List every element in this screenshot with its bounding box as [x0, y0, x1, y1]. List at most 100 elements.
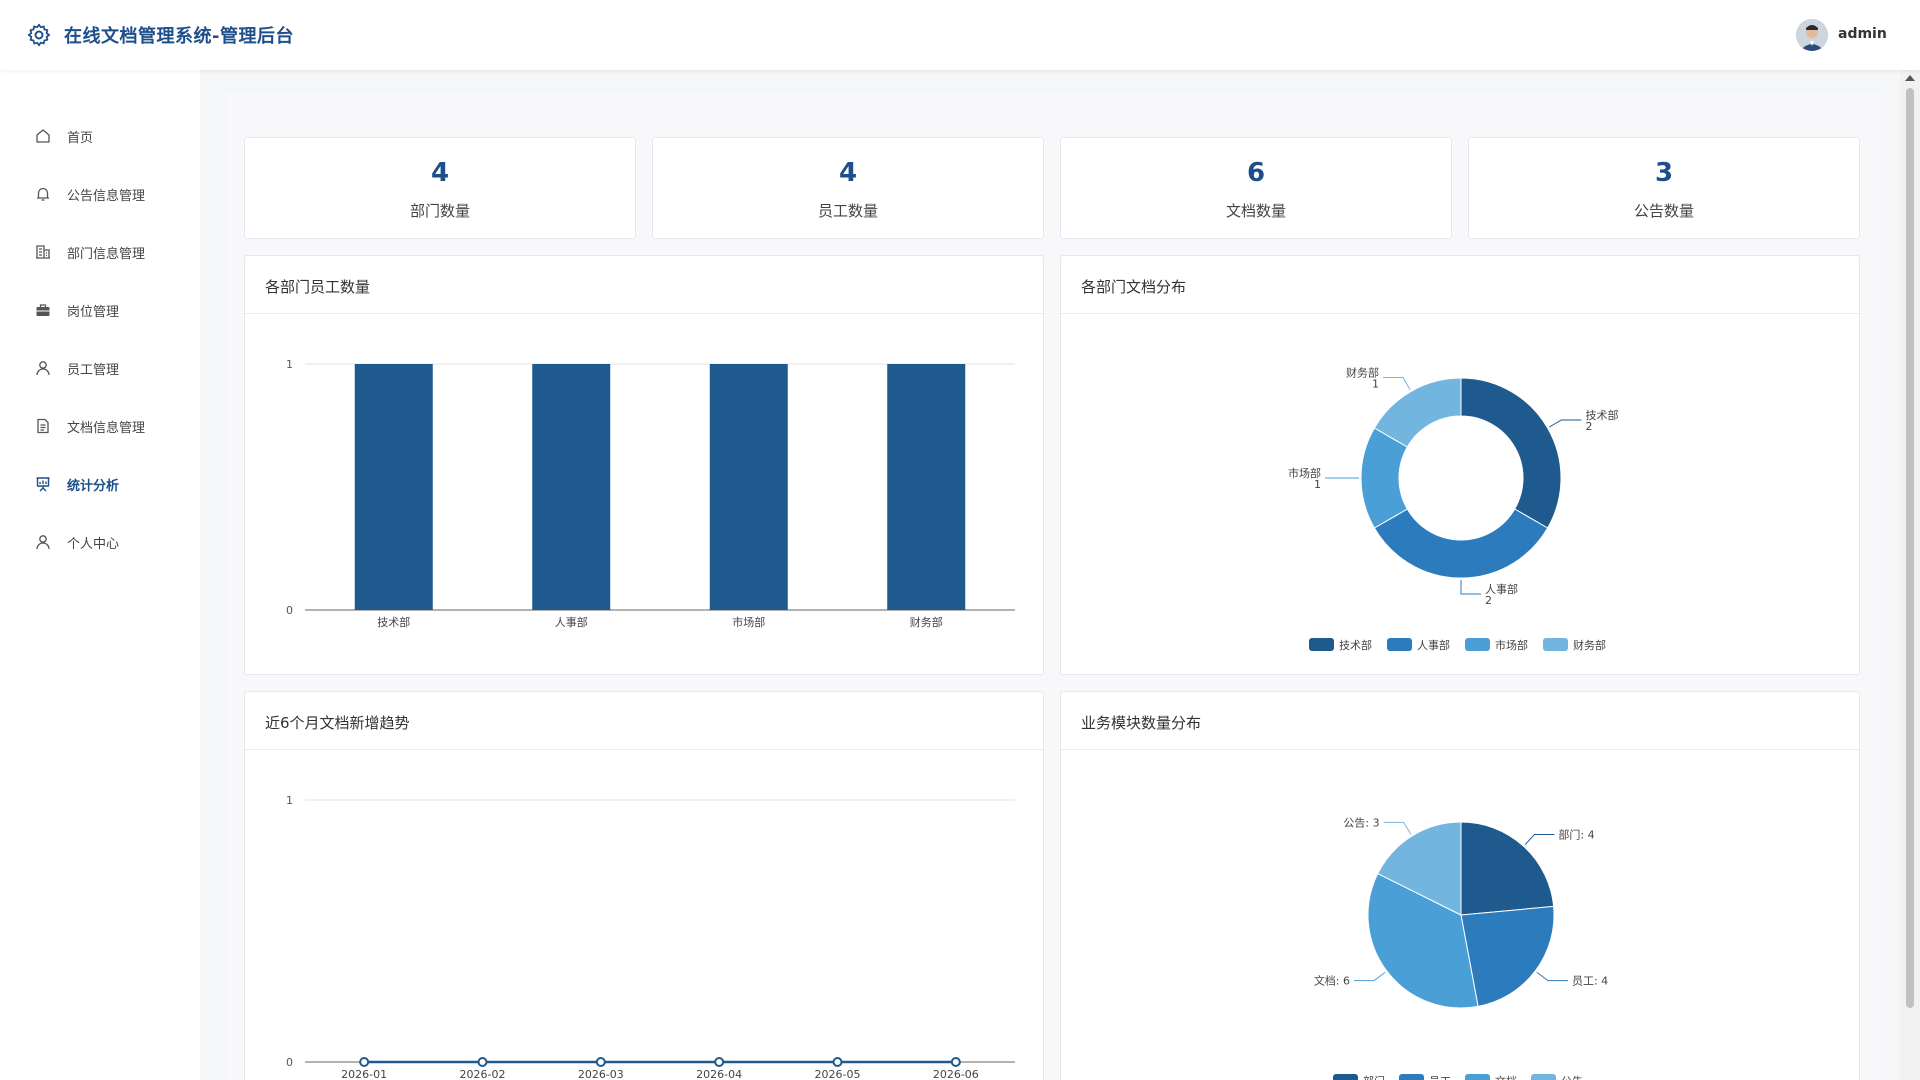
stat-label: 文档数量 — [1225, 202, 1286, 220]
stat-card-announcements: 3 公告数量 — [1468, 137, 1860, 239]
legend-swatch — [1399, 1074, 1424, 1080]
label-line — [1383, 821, 1412, 835]
bar — [709, 364, 788, 610]
username[interactable]: admin — [1838, 26, 1887, 42]
slice-value: 1 — [1372, 378, 1379, 391]
stat-card-documents: 6 文档数量 — [1060, 137, 1452, 239]
sidebar-item-profile[interactable]: 个人中心 — [0, 522, 200, 562]
avatar-image — [1796, 19, 1828, 51]
main-content: 4 部门数量 4 员工数量 6 文档数量 3 公告数量 各部门员工数量 0 1 技术… — [200, 70, 1900, 1080]
data-point — [832, 1057, 843, 1067]
sidebar-item-label: 公告信息管理 — [67, 189, 146, 204]
panel-title: 各部门文档分布 — [1081, 278, 1187, 296]
vertical-scrollbar[interactable] — [1900, 70, 1920, 1080]
x-tick-label: 2026-04 — [696, 1068, 742, 1080]
sidebar-item-positions[interactable]: 岗位管理 — [0, 290, 200, 330]
bar-chart: 0 1 技术部 人事部 市场部 财务部 — [286, 358, 1015, 629]
home-icon — [36, 129, 50, 143]
slice-label: 部门: 4 — [1558, 827, 1594, 841]
dashboard: 4 部门数量 4 员工数量 6 文档数量 3 公告数量 各部门员工数量 0 1 技术… — [226, 93, 1880, 1080]
stat-label: 员工数量 — [817, 202, 878, 220]
sidebar-item-departments[interactable]: 部门信息管理 — [0, 232, 200, 272]
label-line — [1524, 833, 1555, 846]
document-icon — [37, 418, 49, 434]
panel-divider — [1061, 313, 1859, 314]
label-line — [1460, 580, 1481, 595]
data-point — [477, 1057, 488, 1067]
legend-label: 部门 — [1363, 1074, 1385, 1080]
legend-swatch — [1531, 1074, 1556, 1080]
legend-swatch — [1543, 638, 1568, 651]
avatar[interactable] — [1796, 19, 1828, 51]
panel-module-counts: 业务模块数量分布 部门: 4 员工: 4 文档: 6 公告: 3 部门 员工 文档 公告 — [1060, 691, 1860, 1080]
pie-slice — [1373, 377, 1462, 448]
slice-value: 1 — [1314, 478, 1321, 491]
sidebar-item-label: 个人中心 — [67, 537, 120, 552]
pie-slice — [1460, 821, 1555, 916]
x-tick-label: 技术部 — [377, 615, 410, 629]
sidebar-item-documents[interactable]: 文档信息管理 — [0, 406, 200, 446]
scroll-up-arrow-icon[interactable] — [1905, 75, 1915, 81]
x-tick-label: 2026-02 — [460, 1068, 506, 1080]
data-point — [714, 1057, 725, 1067]
legend-label: 员工 — [1429, 1075, 1451, 1080]
x-tick-label: 2026-05 — [815, 1068, 861, 1080]
data-point — [595, 1057, 606, 1067]
slice-label: 人事部 — [1485, 582, 1518, 596]
sidebar-item-employees[interactable]: 员工管理 — [0, 348, 200, 388]
panel-dept-employees: 各部门员工数量 0 1 技术部 人事部 市场部 财务部 — [244, 255, 1044, 675]
x-tick-label: 2026-01 — [341, 1068, 387, 1080]
y-tick-label: 0 — [286, 1056, 293, 1069]
top-header: 在线文档管理系统-管理后台 admin — [0, 0, 1920, 70]
sidebar-item-label: 岗位管理 — [67, 305, 120, 320]
stat-card-employees: 4 员工数量 — [652, 137, 1044, 239]
stat-value: 4 — [430, 158, 450, 188]
legend-swatch — [1309, 638, 1334, 651]
panel-title: 近6个月文档新增趋势 — [265, 714, 410, 732]
sidebar-item-label: 文档信息管理 — [67, 421, 146, 436]
y-tick-label: 1 — [286, 794, 293, 807]
sidebar-item-label: 员工管理 — [67, 363, 120, 378]
sidebar-item-announcements[interactable]: 公告信息管理 — [0, 174, 200, 214]
label-line — [1383, 377, 1411, 390]
stat-value: 4 — [838, 158, 858, 188]
slice-label: 公告: 3 — [1343, 816, 1379, 829]
panel-title: 业务模块数量分布 — [1081, 714, 1202, 732]
pie-slice — [1367, 872, 1479, 1009]
data-point — [950, 1057, 961, 1067]
sidebar-item-home[interactable]: 首页 — [0, 116, 200, 156]
legend-label: 技术部 — [1339, 638, 1372, 652]
legend-swatch — [1333, 1074, 1358, 1080]
pie-slice — [1460, 905, 1555, 1008]
person-icon — [36, 535, 50, 550]
legend-label: 人事部 — [1417, 638, 1450, 652]
legend-swatch — [1465, 1074, 1490, 1080]
panel-dept-documents: 各部门文档分布 技术部 2 人事部 2 市场部 1 财务部 1 技术部 人事部 市场部 财务部 — [1060, 255, 1860, 675]
stat-card-departments: 4 部门数量 — [244, 137, 636, 239]
pie-slice — [1460, 377, 1562, 529]
panel-doc-trend: 近6个月文档新增趋势 0 1 2026-01 2026-02 2026-03 2026-0… — [244, 691, 1044, 1080]
slice-label: 财务部 — [1346, 366, 1379, 380]
x-tick-label: 人事部 — [555, 615, 588, 629]
slice-label: 员工: 4 — [1572, 975, 1608, 988]
scrollbar-thumb[interactable] — [1906, 88, 1914, 1008]
pie-slice — [1373, 508, 1549, 579]
gear-icon — [27, 23, 51, 47]
panel-divider — [245, 313, 1043, 314]
x-tick-label: 财务部 — [910, 615, 943, 629]
slice-label: 技术部 — [1585, 408, 1618, 422]
bar — [887, 364, 966, 610]
sidebar: 首页 公告信息管理 部门信息管理 岗位管理 员工管理 文档信息管理 统计分析 个… — [0, 70, 200, 1080]
sidebar-item-statistics[interactable]: 统计分析 — [0, 464, 200, 504]
y-tick-label: 1 — [286, 358, 293, 371]
legend-label: 公告 — [1561, 1075, 1583, 1080]
bar — [354, 364, 433, 610]
slice-label: 市场部 — [1288, 466, 1321, 480]
bell-icon — [37, 187, 49, 201]
panel-divider — [1061, 749, 1859, 750]
data-point — [359, 1057, 370, 1067]
stat-value: 3 — [1654, 158, 1674, 188]
chart-icon — [36, 477, 50, 492]
stat-label: 公告数量 — [1633, 202, 1694, 220]
